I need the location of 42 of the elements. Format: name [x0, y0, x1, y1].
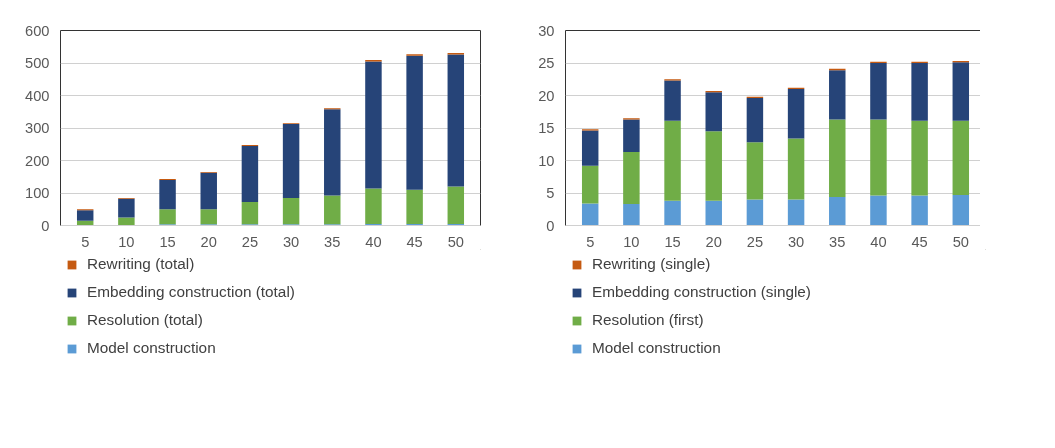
y-tick-label: 0	[41, 217, 50, 234]
legend-label: Model construction	[592, 339, 721, 357]
x-tick-label: 40	[365, 233, 382, 250]
x-tick-label: 10	[623, 233, 640, 250]
x-tick-label: 20	[200, 233, 217, 250]
y-tick-label: 15	[538, 120, 555, 136]
x-tick-label: 15	[159, 233, 176, 250]
x-tick-label: 50	[447, 233, 464, 250]
y-tick-label: 600	[25, 22, 50, 39]
y-tick-label: 20	[538, 87, 555, 104]
legend-label: Resolution (total)	[87, 311, 203, 329]
x-tick-label: 20	[705, 233, 722, 250]
x-tick-label: 30	[282, 233, 300, 250]
x-tick-label: 15	[664, 233, 681, 250]
y-tick-label: 5	[546, 185, 555, 201]
y-tick-label: 400	[25, 87, 50, 104]
x-tick-label: 30	[787, 233, 805, 250]
y-tick-label: 300	[25, 120, 50, 136]
legend-label: Resolution (first)	[592, 311, 704, 329]
y-tick-label: 100	[25, 185, 50, 201]
legend-label: Rewriting (total)	[87, 255, 195, 273]
legend-label: Embedding construction (single)	[592, 283, 811, 301]
legend-label: Model construction	[87, 339, 216, 357]
x-tick-label: 25	[746, 233, 764, 250]
y-tick-label: 200	[25, 152, 50, 169]
x-tick-label: 45	[911, 233, 928, 250]
x-tick-label: 5	[586, 233, 595, 250]
y-tick-label: 30	[538, 22, 555, 39]
y-tick-label: 25	[538, 55, 555, 71]
x-tick-label: 25	[241, 233, 259, 250]
x-tick-label: 35	[829, 233, 846, 250]
y-tick-label: 0	[546, 217, 555, 234]
x-tick-label: 10	[118, 233, 135, 250]
y-tick-label: 10	[538, 152, 555, 169]
x-tick-label: 45	[406, 233, 423, 250]
x-tick-label: 35	[324, 233, 341, 250]
x-tick-label: 50	[952, 233, 969, 250]
legend-label: Rewriting (single)	[592, 255, 711, 273]
x-tick-label: 40	[870, 233, 887, 250]
y-tick-label: 500	[25, 55, 50, 71]
x-tick-label: 5	[81, 233, 90, 250]
legend-label: Embedding construction (total)	[87, 283, 295, 301]
